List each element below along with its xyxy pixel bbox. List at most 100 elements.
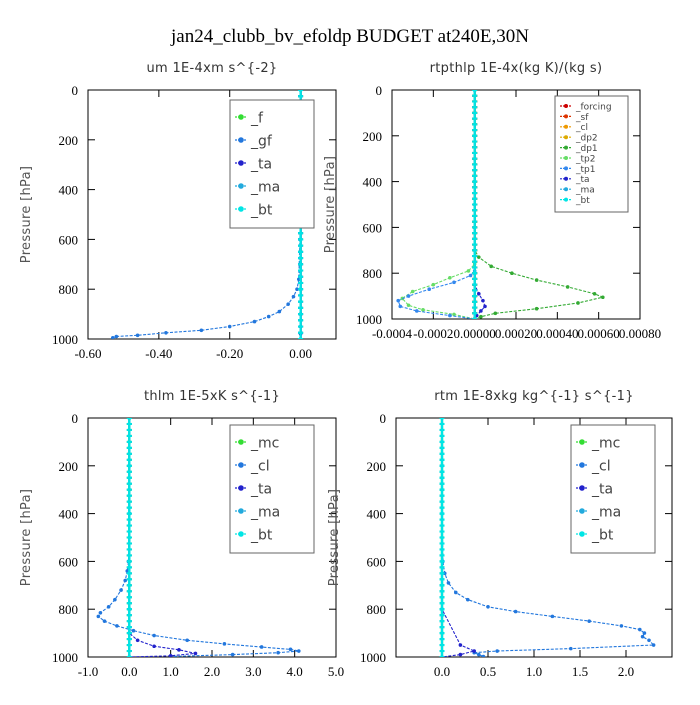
legend-marker <box>564 197 568 202</box>
series-point <box>135 638 140 643</box>
y-tick-label: 600 <box>59 232 79 247</box>
x-tick-label: 0.0 <box>121 664 137 679</box>
series-point <box>458 643 463 647</box>
series-marker <box>126 548 132 551</box>
legend-label: _cl <box>591 458 611 474</box>
y-axis-label: Pressure [hPa] <box>323 156 338 253</box>
series-marker <box>298 306 304 309</box>
series-marker <box>126 638 132 641</box>
series-marker <box>439 458 445 461</box>
legend-label: _gf <box>250 133 273 149</box>
series-marker <box>126 602 132 605</box>
series-point <box>415 309 419 313</box>
series-marker <box>472 255 478 258</box>
series-point <box>466 269 471 273</box>
series-marker <box>472 300 478 303</box>
series-point <box>619 624 624 628</box>
series-point <box>102 619 107 623</box>
series-point <box>276 650 280 655</box>
series-point <box>534 306 539 311</box>
series-marker <box>439 548 445 551</box>
series-marker <box>439 452 445 455</box>
series-marker <box>298 238 304 241</box>
x-tick-label: 0.00000 <box>454 326 496 341</box>
series-marker <box>298 300 304 303</box>
legend-label: _forcing <box>575 102 612 112</box>
series-point <box>452 280 456 285</box>
series-point <box>135 333 140 338</box>
series-marker <box>126 554 132 557</box>
series-point <box>481 298 485 303</box>
series-marker <box>472 111 478 114</box>
series-marker <box>126 596 132 599</box>
series-marker <box>126 434 132 437</box>
series-point <box>642 631 647 635</box>
x-tick-label: -0.0002 <box>413 326 453 341</box>
series-marker <box>439 626 445 629</box>
series-point <box>431 282 436 287</box>
y-tick-label: 200 <box>59 133 79 148</box>
series-marker <box>126 476 132 479</box>
series-marker <box>298 275 304 278</box>
series-point <box>483 304 487 309</box>
series-marker <box>439 464 445 467</box>
legend-marker <box>564 187 568 192</box>
x-tick-label: -0.20 <box>216 346 243 361</box>
series-point <box>489 264 494 269</box>
series-marker <box>126 482 132 485</box>
series-point <box>406 294 411 298</box>
x-tick-label: -0.0004 <box>372 326 413 341</box>
y-tick-label: 400 <box>59 183 79 198</box>
legend-marker <box>238 531 244 537</box>
series-marker <box>298 250 304 253</box>
series-marker <box>298 319 304 322</box>
legend-marker <box>579 462 585 468</box>
series-marker <box>298 244 304 247</box>
series-marker <box>298 338 304 339</box>
x-tick-label: 3.0 <box>245 664 261 679</box>
series-marker <box>472 117 478 120</box>
series-marker <box>439 650 445 653</box>
series-marker <box>472 186 478 189</box>
legend-label: _ma <box>250 179 280 195</box>
series-marker <box>472 192 478 195</box>
series-marker <box>472 295 478 298</box>
legend-label: _ta <box>250 481 272 497</box>
series-point <box>446 581 451 585</box>
series-marker <box>439 602 445 605</box>
series-point <box>638 627 642 632</box>
legend-label: _ma <box>250 504 280 520</box>
plot-frame <box>87 89 337 340</box>
series-marker <box>472 94 478 97</box>
series-point <box>193 651 198 656</box>
x-tick-label: 0.00 <box>289 346 312 361</box>
series-point <box>465 597 470 602</box>
series-line-tp1 <box>397 90 476 319</box>
series-point <box>199 328 204 333</box>
legend-marker <box>564 114 568 119</box>
legend-marker <box>579 531 585 537</box>
series-point <box>164 330 168 335</box>
y-tick-label: 400 <box>59 507 79 522</box>
chart-title: rtm 1E-8xkg kg^{-1} s^{-1} <box>434 389 634 404</box>
series-marker <box>126 620 132 623</box>
series-point <box>168 654 173 657</box>
series-marker <box>439 638 445 641</box>
series-marker <box>439 596 445 599</box>
series-marker <box>472 318 478 319</box>
series-marker <box>126 470 132 473</box>
series-marker <box>472 169 478 172</box>
x-tick-label: 1.0 <box>526 664 542 679</box>
series-point <box>185 638 189 643</box>
series-point <box>222 642 227 646</box>
x-tick-label: 2.0 <box>618 664 634 679</box>
series-marker <box>439 554 445 557</box>
y-tick-label: 800 <box>59 602 79 617</box>
series-point <box>113 597 117 602</box>
x-tick-label: 0.00080 <box>619 326 661 341</box>
series-point <box>576 301 580 305</box>
legend-marker <box>564 104 568 108</box>
series-marker <box>126 644 132 647</box>
series-marker <box>439 608 445 611</box>
series-point <box>592 292 597 296</box>
